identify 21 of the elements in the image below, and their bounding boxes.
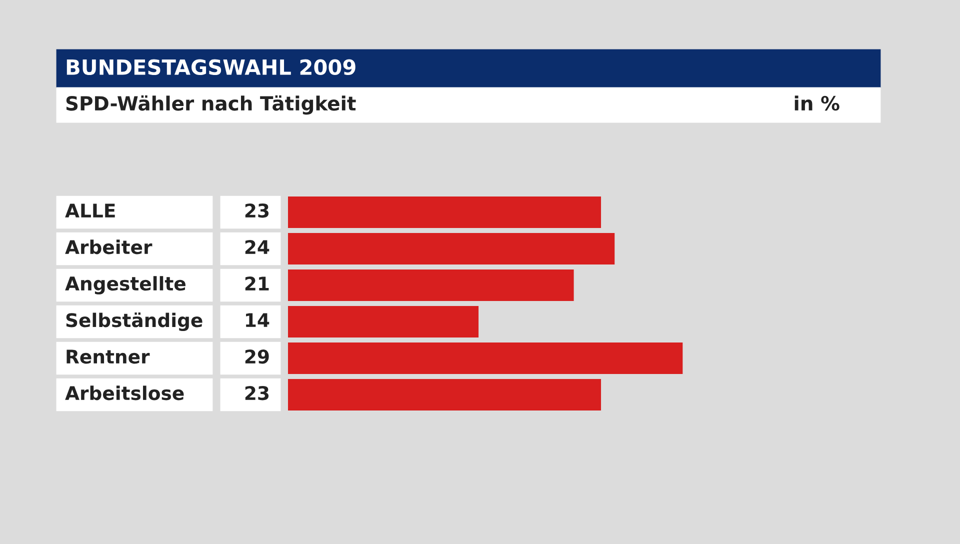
chart-title: BUNDESTAGSWAHL 2009	[66, 59, 356, 76]
data-label: 24	[245, 240, 270, 254]
y-tick-label: Rentner	[66, 350, 150, 364]
y-tick-label: Selbständige	[66, 312, 202, 332]
y-tick-label: Angestellte	[65, 276, 186, 294]
data-label: 23	[245, 386, 269, 400]
y-tick-label: ALLE	[65, 204, 115, 218]
y-tick-label: Arbeitslose	[65, 386, 184, 400]
data-label: 29	[245, 350, 269, 364]
data-label: 14	[246, 313, 270, 327]
y-tick-label: Arbeiter	[65, 240, 152, 254]
chart-subtitle: SPD-Wähler nach Tätigkeit	[66, 95, 356, 115]
data-label: 23	[245, 204, 269, 218]
text: in %	[794, 96, 840, 111]
bar	[288, 196, 602, 228]
data-label: 21	[245, 276, 269, 290]
bar	[288, 233, 615, 264]
bar	[288, 342, 683, 374]
bar	[288, 379, 602, 410]
bar	[288, 306, 479, 338]
bar	[288, 270, 574, 301]
